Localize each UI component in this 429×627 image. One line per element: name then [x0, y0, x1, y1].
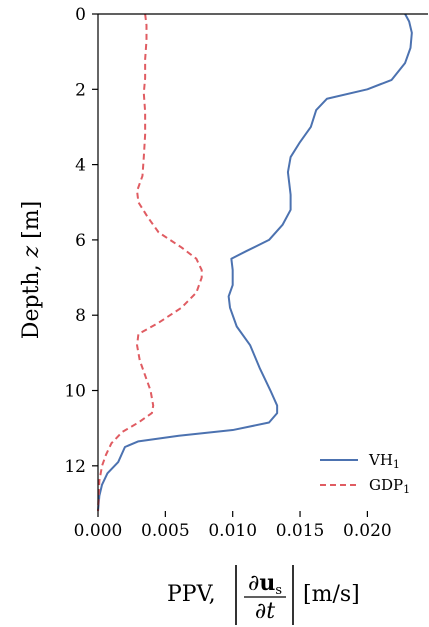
ticks: 0 2 4 6 8 10 12 0.000 0.005 0.010 0.015 0.020: [64, 5, 391, 541]
axes: [97, 13, 428, 511]
legend-label-gdp1: GDP1: [369, 476, 410, 496]
x-axis-label-prefix: PPV,: [167, 582, 216, 607]
x-axis-label-u: u: [259, 570, 275, 596]
y-axis-label-var: z: [19, 245, 44, 258]
x-tick-label: 0.015: [276, 521, 325, 541]
y-tick-label: 0: [75, 5, 86, 25]
x-axis-label-sub: s: [275, 583, 282, 598]
y-tick-label: 10: [64, 382, 86, 402]
y-tick-label: 2: [75, 80, 86, 100]
x-axis-label: PPV, ∂us ∂t [m/s]: [167, 565, 360, 625]
x-tick-label: 0.005: [141, 521, 190, 541]
x-axis-label-numerator: ∂us: [248, 570, 282, 598]
series-line-vh1: [97, 13, 413, 512]
y-tick-label: 6: [75, 231, 86, 251]
x-tick-label: 0.000: [74, 521, 123, 541]
y-axis-label-unit: [m]: [19, 201, 44, 239]
y-tick-label: 8: [75, 306, 86, 326]
y-tick-label: 4: [75, 156, 86, 176]
legend: VH1 GDP1: [320, 451, 410, 496]
y-axis-label: Depth, z [m]: [19, 201, 44, 339]
x-tick-label: 0.020: [343, 521, 392, 541]
plot-lines: [97, 13, 413, 512]
x-axis-label-denominator: ∂t: [255, 599, 275, 624]
y-axis-label-prefix: Depth,: [19, 264, 44, 339]
legend-label-vh1: VH1: [368, 451, 400, 471]
x-axis-label-unit: [m/s]: [303, 582, 360, 607]
x-axis-label-partial: ∂: [248, 571, 259, 596]
series-line-gdp1: [97, 13, 203, 512]
x-tick-label: 0.010: [208, 521, 257, 541]
y-tick-label: 12: [64, 457, 86, 477]
